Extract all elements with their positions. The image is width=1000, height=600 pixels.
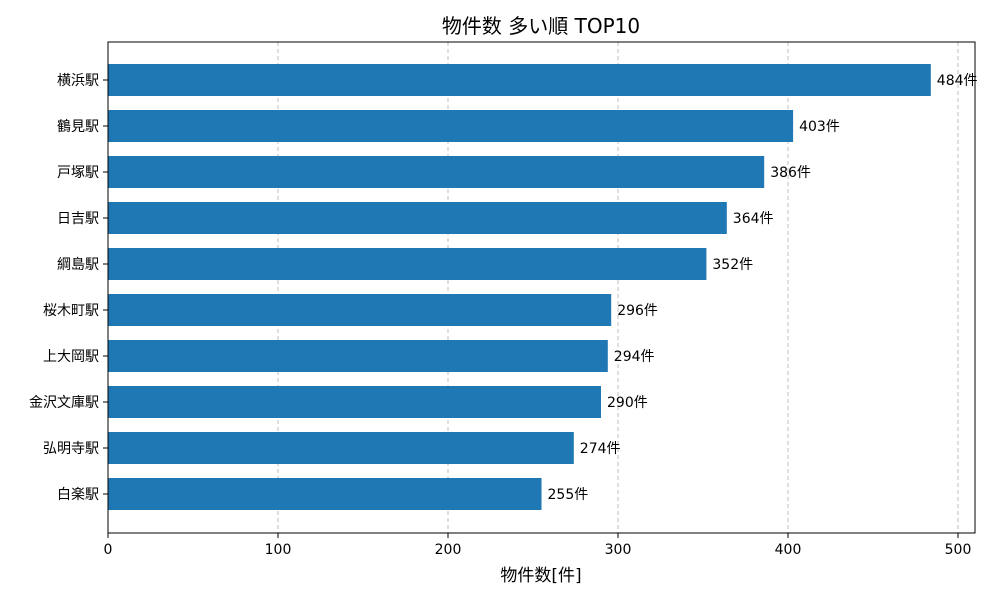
bar-1 bbox=[108, 110, 794, 142]
x-tick-label-400: 400 bbox=[775, 542, 802, 558]
x-tick-label-100: 100 bbox=[265, 542, 292, 558]
x-axis-label: 物件数[件] bbox=[500, 566, 581, 586]
plot-frame bbox=[107, 41, 976, 534]
category-label-2: 戸塚駅 bbox=[57, 165, 99, 181]
category-label-6: 上大岡駅 bbox=[43, 349, 99, 365]
bar-7 bbox=[108, 386, 601, 418]
category-label-5: 桜木町駅 bbox=[43, 303, 99, 319]
x-tick-label-500: 500 bbox=[945, 542, 972, 558]
x-tick-label-200: 200 bbox=[435, 542, 462, 558]
category-label-3: 日吉駅 bbox=[57, 211, 99, 227]
x-axis-ticks: 0 100 200 300 400 500 bbox=[104, 533, 972, 558]
category-label-4: 綱島駅 bbox=[57, 257, 99, 273]
value-label-6: 294件 bbox=[614, 349, 655, 365]
category-label-0: 横浜駅 bbox=[57, 73, 99, 89]
bar-0 bbox=[108, 64, 931, 96]
chart-title: 物件数 多い順 TOP10 bbox=[442, 14, 640, 38]
category-label-8: 弘明寺駅 bbox=[43, 441, 99, 457]
value-label-0: 484件 bbox=[937, 73, 978, 89]
value-label-1: 403件 bbox=[799, 119, 840, 135]
bar-5 bbox=[108, 294, 612, 326]
x-tick-label-0: 0 bbox=[104, 542, 113, 558]
value-label-3: 364件 bbox=[733, 211, 774, 227]
bar-2 bbox=[108, 156, 765, 188]
x-tick-label-300: 300 bbox=[605, 542, 632, 558]
bar-4 bbox=[108, 248, 707, 280]
value-labels: 484件 403件 386件 364件 352件 296件 294件 290件 274件 255件 bbox=[548, 73, 978, 503]
bar-6 bbox=[108, 340, 608, 372]
bar-3 bbox=[108, 202, 727, 234]
category-label-9: 白楽駅 bbox=[57, 487, 99, 503]
bar-8 bbox=[108, 432, 574, 464]
category-label-1: 鶴見駅 bbox=[57, 118, 99, 135]
bar-9 bbox=[108, 478, 542, 510]
value-label-9: 255件 bbox=[548, 487, 589, 503]
value-label-4: 352件 bbox=[712, 257, 753, 273]
category-label-7: 金沢文庫駅 bbox=[29, 394, 99, 411]
value-label-5: 296件 bbox=[617, 303, 658, 319]
bars bbox=[108, 64, 931, 510]
value-label-7: 290件 bbox=[607, 395, 648, 411]
value-label-2: 386件 bbox=[770, 165, 811, 181]
value-label-8: 274件 bbox=[580, 441, 621, 457]
